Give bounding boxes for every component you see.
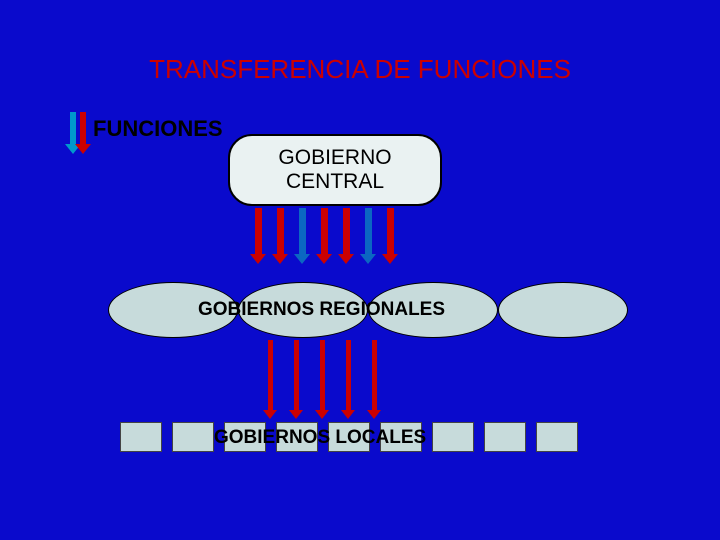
arrow-central-regional-0 [250, 208, 266, 264]
local-square-1 [172, 422, 214, 452]
label-gobiernos-locales: GOBIERNOS LOCALES [214, 427, 426, 449]
subtitle-funciones: FUNCIONES [93, 116, 223, 142]
arrow-regional-local-2 [315, 340, 329, 419]
arrow-central-regional-1 [272, 208, 288, 264]
box-gobierno-central-label: GOBIERNOCENTRAL [278, 146, 391, 194]
arrow-central-regional-3 [316, 208, 332, 264]
arrow-central-regional-2 [294, 208, 310, 264]
diagram-title: TRANSFERENCIA DE FUNCIONES [0, 54, 720, 85]
local-square-0 [120, 422, 162, 452]
local-square-6 [432, 422, 474, 452]
arrow-central-regional-5 [360, 208, 376, 264]
arrow-funciones-1 [75, 112, 91, 154]
regional-ellipse-3 [498, 282, 628, 338]
local-square-8 [536, 422, 578, 452]
arrow-regional-local-1 [289, 340, 303, 419]
arrow-regional-local-4 [367, 340, 381, 419]
local-square-7 [484, 422, 526, 452]
arrow-regional-local-0 [263, 340, 277, 419]
arrow-central-regional-6 [382, 208, 398, 264]
arrow-central-regional-4 [338, 208, 354, 264]
arrow-regional-local-3 [341, 340, 355, 419]
label-gobiernos-regionales: GOBIERNOS REGIONALES [198, 299, 445, 321]
box-gobierno-central: GOBIERNOCENTRAL [228, 134, 442, 206]
